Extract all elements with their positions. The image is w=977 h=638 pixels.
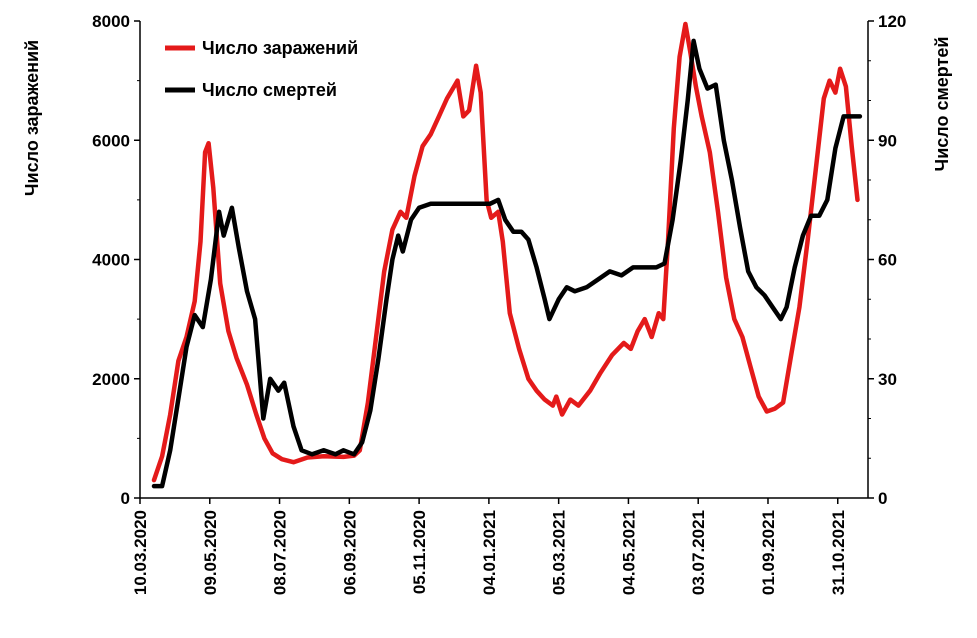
x-tick-label: 01.09.2021 <box>759 510 778 595</box>
x-tick-label: 05.11.2020 <box>410 510 429 594</box>
y-axis-right-title: Число смертей <box>932 37 952 172</box>
x-tick-label: 08.07.2020 <box>271 510 290 595</box>
y-left-tick-label: 2000 <box>92 370 130 389</box>
series-line-1 <box>151 21 860 483</box>
y-right-tick-label: 30 <box>878 370 897 389</box>
y-left-tick-label: 0 <box>121 489 130 508</box>
x-tick-label: 05.03.2021 <box>550 510 569 595</box>
legend-label: Число смертей <box>202 80 337 100</box>
x-tick-label: 04.01.2021 <box>480 510 499 595</box>
axes: 0 2000 4000 6000 8000 0 30 60 90 120 10.03.2020 09.… <box>92 12 906 595</box>
legend: Число заражений Число смертей <box>165 38 358 100</box>
x-tick-label: 04.05.2021 <box>619 510 638 595</box>
series-line-2 <box>151 38 863 489</box>
x-tick-label: 03.07.2021 <box>689 510 708 595</box>
y-axis-left-title: Число заражений <box>22 40 42 196</box>
x-tick-label: 31.10.2021 <box>829 510 848 595</box>
y-left-tick-label: 8000 <box>92 12 130 31</box>
y-left-tick-label: 4000 <box>92 251 130 270</box>
y-right-tick-label: 0 <box>878 489 887 508</box>
x-tick-label: 09.05.2020 <box>201 510 220 595</box>
x-tick-label: 10.03.2020 <box>131 510 150 595</box>
legend-label: Число заражений <box>202 38 358 58</box>
y-right-tick-label: 120 <box>878 12 906 31</box>
x-tick-label: 06.09.2020 <box>340 510 359 595</box>
y-right-tick-label: 90 <box>878 131 897 150</box>
y-left-tick-label: 6000 <box>92 131 130 150</box>
series-layer <box>151 21 863 489</box>
y-right-tick-label: 60 <box>878 251 897 270</box>
